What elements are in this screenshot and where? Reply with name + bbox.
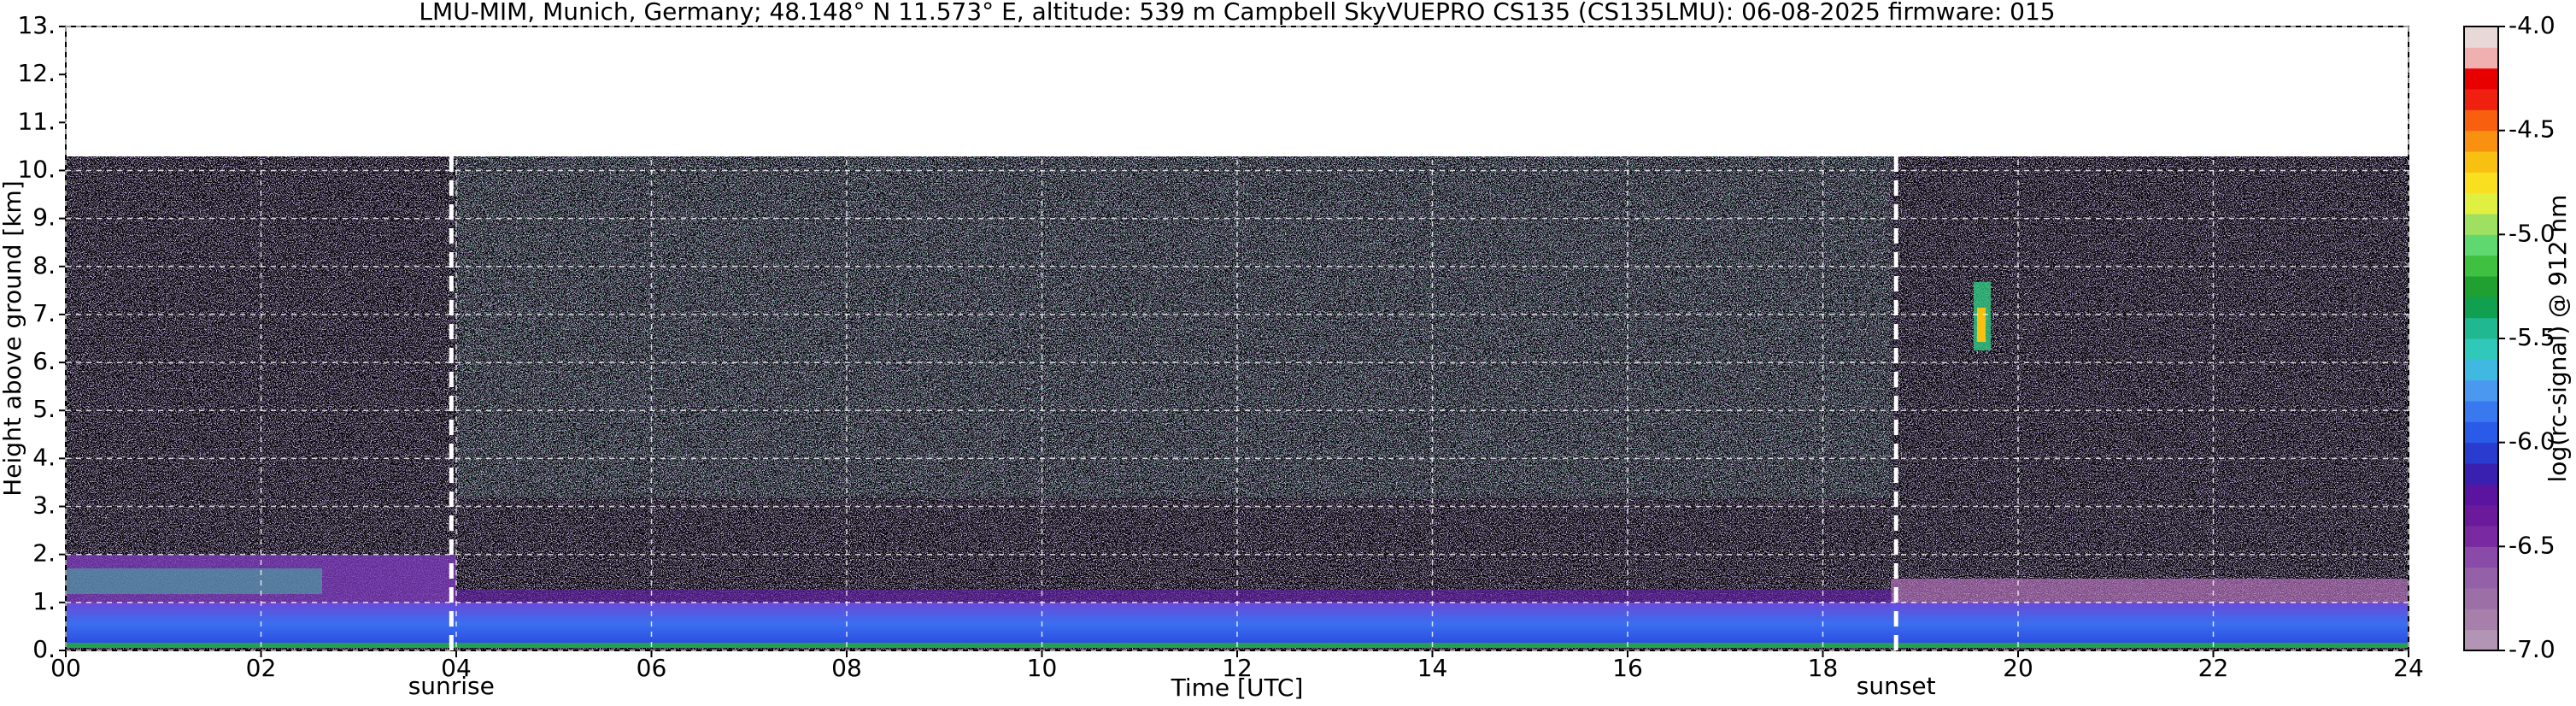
y-tick-label: 6. bbox=[32, 347, 56, 375]
x-tick-label: 00 bbox=[50, 654, 81, 682]
colorbar-swatch bbox=[2464, 172, 2498, 194]
x-tick-label: 24 bbox=[2393, 654, 2424, 682]
colorbar-swatch bbox=[2464, 442, 2498, 464]
x-tick-label: 06 bbox=[637, 654, 667, 682]
colorbar-tick-label: -4.5 bbox=[2509, 115, 2555, 144]
x-tick-label: 16 bbox=[1612, 654, 1643, 682]
colorbar-swatch bbox=[2464, 89, 2498, 110]
y-tick-label: 8. bbox=[32, 251, 56, 279]
y-tick-label: 9. bbox=[32, 203, 56, 232]
y-axis-label: Height above ground [km] bbox=[0, 180, 26, 497]
y-tick-label: 2. bbox=[32, 539, 56, 568]
x-tick-label: 04 bbox=[441, 654, 472, 682]
colorbar-swatch bbox=[2464, 359, 2498, 381]
colorbar-swatch bbox=[2464, 26, 2498, 48]
colorbar-swatch bbox=[2464, 588, 2498, 609]
colorbar-swatch bbox=[2464, 338, 2498, 360]
colorbar-tick-label: -5.0 bbox=[2509, 219, 2555, 247]
colorbar-swatch bbox=[2464, 317, 2498, 339]
y-tick-label: 4. bbox=[32, 443, 56, 471]
y-tick-label: 1. bbox=[32, 587, 56, 615]
colorbar-swatch bbox=[2464, 379, 2498, 402]
x-tick-label: 22 bbox=[2198, 654, 2229, 682]
colorbar-swatch bbox=[2464, 526, 2498, 547]
signal-field bbox=[66, 156, 2409, 650]
y-tick-label: 12. bbox=[17, 59, 56, 87]
colorbar-swatch bbox=[2464, 255, 2498, 277]
colorbar-swatch bbox=[2464, 109, 2498, 132]
y-tick-label: 5. bbox=[32, 395, 56, 423]
colorbar-swatch bbox=[2464, 421, 2498, 444]
event-label: sunset bbox=[1857, 672, 1936, 700]
colorbar-swatch bbox=[2464, 504, 2498, 527]
x-tick-label: 10 bbox=[1027, 654, 1058, 682]
colorbar-swatch bbox=[2464, 47, 2498, 69]
colorbar-swatch bbox=[2464, 629, 2498, 651]
y-tick-label: 11. bbox=[17, 107, 56, 135]
colorbar-tick-label: -6.0 bbox=[2509, 427, 2555, 456]
colorbar-swatch bbox=[2464, 234, 2498, 256]
y-tick-label: 10. bbox=[17, 155, 56, 183]
colorbar-swatch bbox=[2464, 68, 2498, 90]
colorbar-tick-label: -7.0 bbox=[2509, 635, 2555, 663]
colorbar-swatch bbox=[2464, 214, 2498, 235]
colorbar-swatch bbox=[2464, 192, 2498, 215]
colorbar-swatch bbox=[2464, 484, 2498, 506]
colorbar-swatch bbox=[2464, 463, 2498, 485]
colorbar-tick-label: -4.0 bbox=[2509, 11, 2555, 39]
x-axis-label: Time [UTC] bbox=[1171, 674, 1304, 702]
colorbar-swatch bbox=[2464, 567, 2498, 589]
y-tick-label: 0. bbox=[32, 635, 56, 663]
event-label: sunrise bbox=[408, 672, 495, 700]
x-tick-label: 18 bbox=[1808, 654, 1839, 682]
colorbar-swatch bbox=[2464, 151, 2498, 173]
colorbar-swatch bbox=[2464, 130, 2498, 152]
y-tick-label: 3. bbox=[32, 491, 56, 520]
colorbar-swatch bbox=[2464, 276, 2498, 297]
chart-title: LMU-MIM, Munich, Germany; 48.148° N 11.5… bbox=[419, 0, 2055, 26]
x-tick-label: 02 bbox=[246, 654, 277, 682]
colorbar-swatch bbox=[2464, 609, 2498, 631]
y-tick-label: 7. bbox=[32, 299, 56, 327]
colorbar-swatch bbox=[2464, 546, 2498, 568]
x-tick-label: 14 bbox=[1417, 654, 1448, 682]
colorbar-tick-label: -5.5 bbox=[2509, 323, 2555, 351]
x-tick-label: 12 bbox=[1222, 654, 1253, 682]
x-tick-label: 08 bbox=[831, 654, 862, 682]
y-tick-label: 13. bbox=[17, 11, 56, 39]
x-tick-label: 20 bbox=[2003, 654, 2033, 682]
colorbar-swatch bbox=[2464, 297, 2498, 319]
colorbar-tick-label: -6.5 bbox=[2509, 531, 2555, 559]
colorbar-label: log(rc-signal) @ 912 nm bbox=[2544, 195, 2572, 483]
colorbar-swatch bbox=[2464, 401, 2498, 422]
